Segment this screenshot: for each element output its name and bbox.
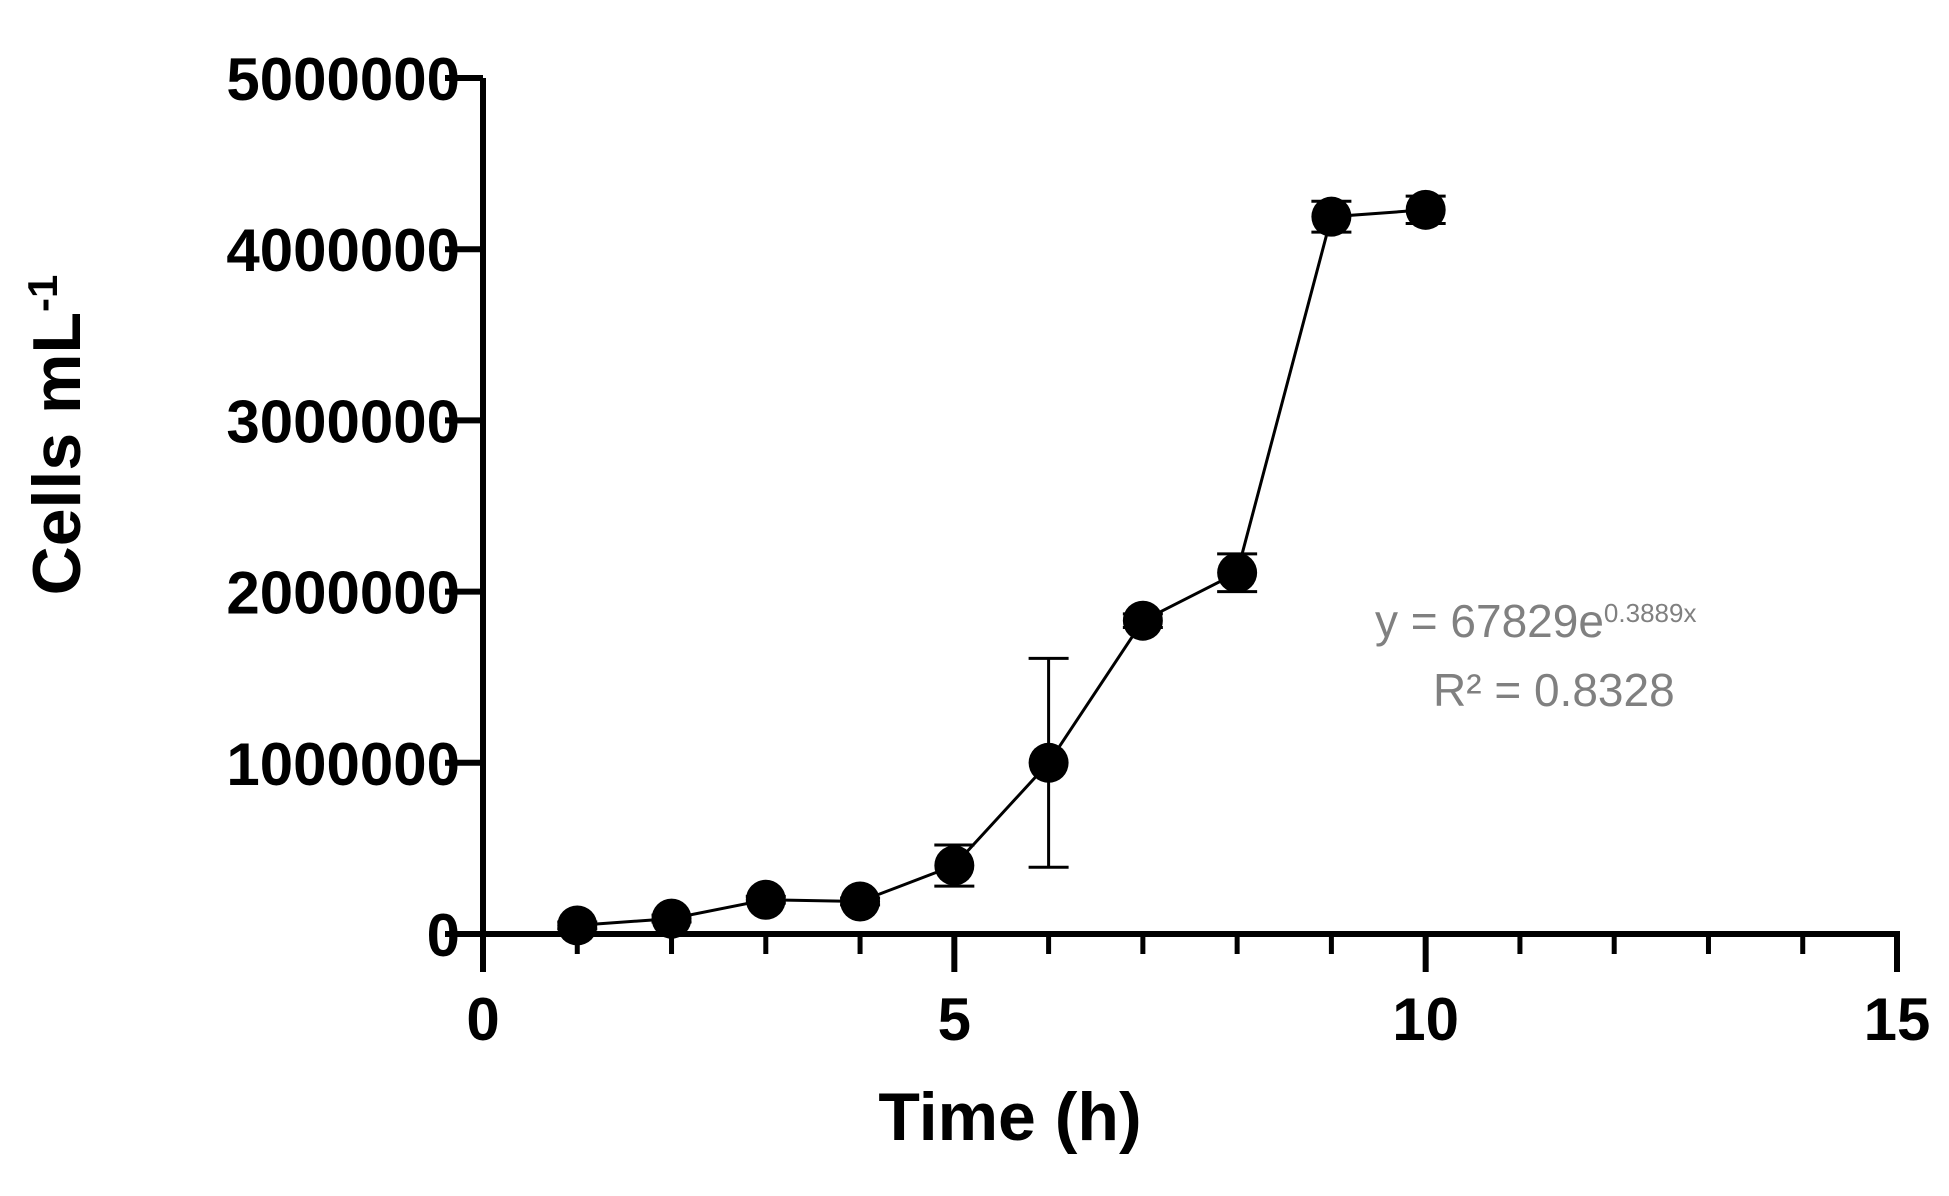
y-tick-label: 3000000 xyxy=(226,388,460,455)
data-point xyxy=(1311,196,1352,237)
r-squared: R² = 0.8328 xyxy=(1433,664,1675,716)
data-point xyxy=(934,845,975,886)
y-tick-label: 1000000 xyxy=(226,731,460,798)
data-point xyxy=(651,898,692,939)
x-tick-label: 10 xyxy=(1392,986,1459,1053)
x-tick-label: 0 xyxy=(466,986,499,1053)
data-point xyxy=(1405,189,1446,230)
fit-equation: y = 67829e0.3889x xyxy=(1375,595,1696,647)
data-point xyxy=(745,879,786,920)
data-point xyxy=(840,881,881,922)
data-point xyxy=(1028,742,1069,783)
data-point xyxy=(1122,600,1163,641)
fit-equation-main: y = 67829e xyxy=(1375,595,1604,647)
fit-equation-exponent: 0.3889x xyxy=(1604,598,1697,628)
y-tick-label: 4000000 xyxy=(226,217,460,284)
y-axis-title-exponent: -1 xyxy=(19,275,66,312)
x-tick-label: 5 xyxy=(938,986,971,1053)
data-point xyxy=(1217,552,1258,593)
series-line xyxy=(577,208,1426,927)
y-axis-title: Cells mL-1 xyxy=(19,275,96,596)
data-point xyxy=(557,905,598,946)
x-tick-label: 15 xyxy=(1864,986,1931,1053)
y-tick-label: 0 xyxy=(427,902,460,969)
y-tick-label: 5000000 xyxy=(226,46,460,113)
y-tick-label: 2000000 xyxy=(226,560,460,627)
x-axis-title: Time (h) xyxy=(878,1079,1141,1155)
y-axis-title-main: Cells mL xyxy=(19,312,95,595)
